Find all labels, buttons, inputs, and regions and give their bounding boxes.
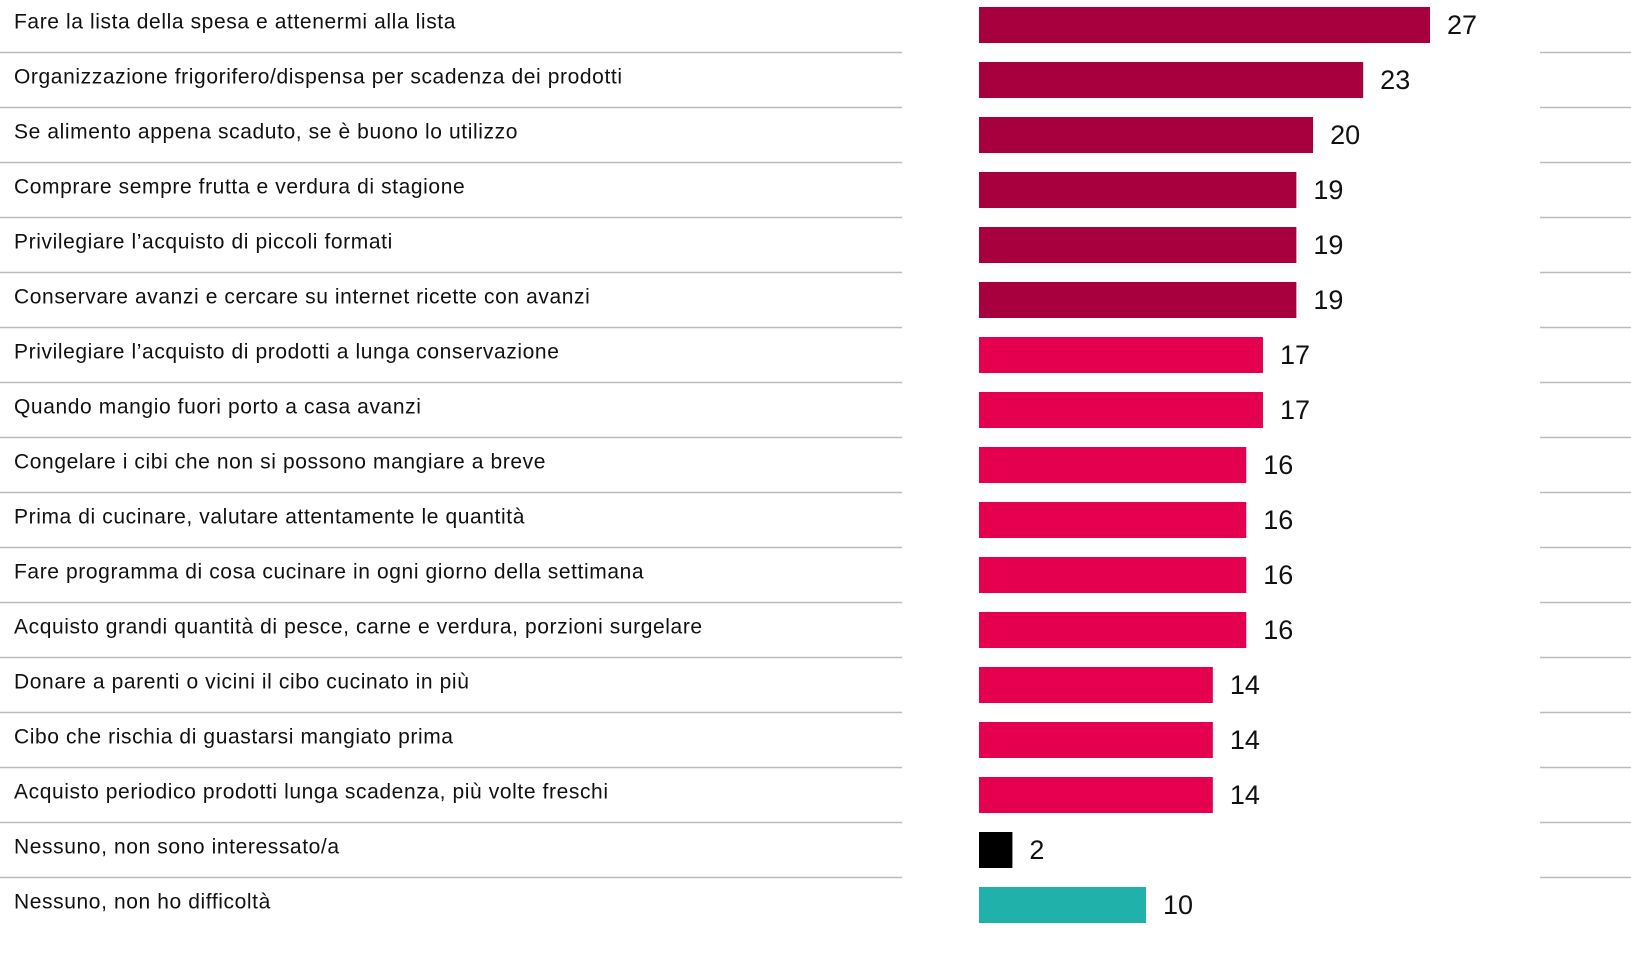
category-label: Acquisto grandi quantità di pesce, carne… xyxy=(14,616,703,639)
value-label: 19 xyxy=(1313,285,1343,315)
bar xyxy=(979,7,1430,43)
value-label: 14 xyxy=(1230,670,1260,700)
value-label: 16 xyxy=(1263,560,1293,590)
bar xyxy=(979,447,1247,483)
category-label: Privilegiare l’acquisto di prodotti a lu… xyxy=(14,341,560,364)
value-label: 17 xyxy=(1280,395,1310,425)
value-label: 10 xyxy=(1163,890,1193,920)
value-label: 19 xyxy=(1313,230,1343,260)
value-label: 19 xyxy=(1313,175,1343,205)
value-label: 17 xyxy=(1280,340,1310,370)
category-label: Organizzazione frigorifero/dispensa per … xyxy=(14,66,623,89)
category-label: Fare la lista della spesa e attenermi al… xyxy=(14,11,456,34)
category-label: Privilegiare l’acquisto di piccoli forma… xyxy=(14,231,393,254)
bar xyxy=(979,227,1297,263)
category-label: Se alimento appena scaduto, se è buono l… xyxy=(14,121,518,144)
bar xyxy=(979,887,1147,923)
bar xyxy=(979,832,1013,868)
value-label: 27 xyxy=(1447,10,1477,40)
bar xyxy=(979,337,1263,373)
bar xyxy=(979,282,1297,318)
bar xyxy=(979,557,1247,593)
bar xyxy=(979,502,1247,538)
category-label: Comprare sempre frutta e verdura di stag… xyxy=(14,176,465,199)
category-label: Donare a parenti o vicini il cibo cucina… xyxy=(14,671,469,694)
category-label: Quando mangio fuori porto a casa avanzi xyxy=(14,396,421,419)
value-label: 2 xyxy=(1029,835,1044,865)
category-label: Fare programma di cosa cucinare in ogni … xyxy=(14,561,644,584)
bar xyxy=(979,392,1263,428)
bar xyxy=(979,667,1213,703)
category-label: Acquisto periodico prodotti lunga scaden… xyxy=(14,781,609,804)
bar xyxy=(979,777,1213,813)
value-label: 14 xyxy=(1230,780,1260,810)
value-label: 23 xyxy=(1380,65,1410,95)
value-label: 20 xyxy=(1330,120,1360,150)
value-label: 16 xyxy=(1263,615,1293,645)
category-label: Prima di cucinare, valutare attentamente… xyxy=(14,506,525,529)
bar xyxy=(979,722,1213,758)
category-label: Nessuno, non ho difficoltà xyxy=(14,891,271,914)
value-label: 16 xyxy=(1263,505,1293,535)
category-label: Congelare i cibi che non si possono mang… xyxy=(14,451,546,474)
value-label: 14 xyxy=(1230,725,1260,755)
category-label: Nessuno, non sono interessato/a xyxy=(14,836,340,859)
value-label: 16 xyxy=(1263,450,1293,480)
bar xyxy=(979,612,1247,648)
bar xyxy=(979,62,1364,98)
category-label: Conservare avanzi e cercare su internet … xyxy=(14,286,590,309)
bar xyxy=(979,172,1297,208)
bar xyxy=(979,117,1314,153)
category-label: Cibo che rischia di guastarsi mangiato p… xyxy=(14,726,454,749)
